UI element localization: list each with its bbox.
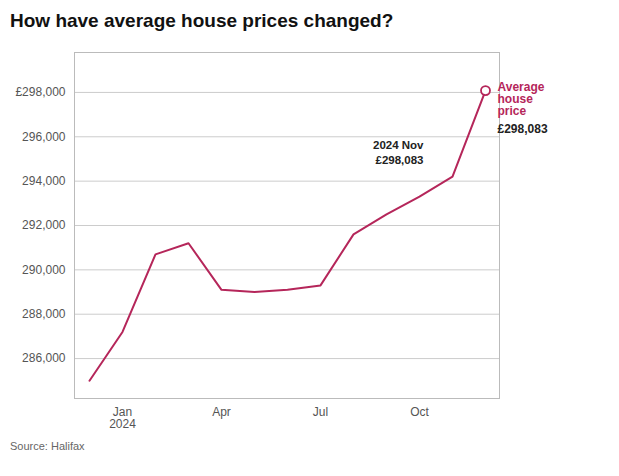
svg-text:£298,000: £298,000 (15, 85, 65, 99)
svg-text:Apr: Apr (212, 405, 231, 419)
svg-text:288,000: 288,000 (22, 307, 66, 321)
svg-text:286,000: 286,000 (22, 351, 66, 365)
svg-text:296,000: 296,000 (22, 130, 66, 144)
svg-text:290,000: 290,000 (22, 263, 66, 277)
html-text:Source: Halifax: Source: Halifax (10, 440, 85, 452)
svg-text:292,000: 292,000 (22, 218, 66, 232)
svg-text:Oct: Oct (410, 405, 429, 419)
svg-text:£298,083: £298,083 (498, 122, 548, 136)
html-text:How have average house prices: How have average house prices changed? (10, 10, 394, 31)
svg-text:Jan2024: Jan2024 (109, 405, 136, 431)
svg-text:Averagehouseprice: Averagehouseprice (498, 80, 545, 118)
svg-text:294,000: 294,000 (22, 174, 66, 188)
svg-text:2024 Nov£298,083: 2024 Nov£298,083 (373, 139, 424, 166)
svg-text:Jul: Jul (313, 405, 328, 419)
